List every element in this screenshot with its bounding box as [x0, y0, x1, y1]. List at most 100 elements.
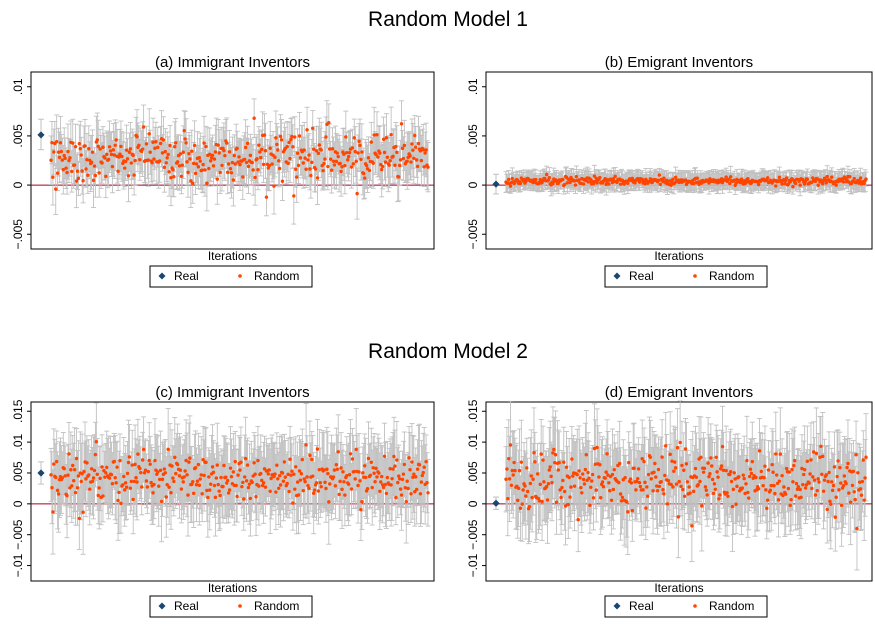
random-point-c-315 — [346, 482, 351, 487]
legend-random-label-c: Random — [254, 599, 299, 613]
random-point-a-147 — [188, 157, 192, 161]
random-point-a-32 — [79, 153, 83, 157]
random-point-b-240 — [720, 180, 725, 185]
random-point-c-62 — [107, 476, 112, 480]
random-point-a-206 — [243, 145, 248, 150]
random-point-c-321 — [352, 469, 357, 474]
random-point-c-219 — [256, 458, 260, 463]
random-point-a-276 — [310, 160, 314, 165]
random-point-a-385 — [413, 133, 417, 138]
random-point-c-140 — [181, 480, 185, 484]
random-point-c-232 — [268, 489, 272, 493]
random-point-a-136 — [177, 164, 182, 168]
random-point-c-205 — [242, 475, 247, 479]
random-point-c-115 — [157, 477, 162, 482]
random-point-c-92 — [136, 452, 140, 456]
random-point-b-169 — [656, 178, 661, 183]
random-point-a-122 — [164, 161, 168, 165]
random-point-a-284 — [317, 143, 322, 147]
random-point-a-320 — [351, 162, 356, 166]
random-point-a-259 — [294, 167, 298, 171]
random-point-c-134 — [175, 462, 180, 467]
random-point-a-355 — [384, 136, 389, 140]
random-point-c-252 — [287, 489, 291, 494]
random-point-a-263 — [297, 134, 302, 138]
random-point-a-350 — [380, 167, 384, 172]
random-point-a-191 — [229, 171, 234, 175]
y-tick-label-b-1: 0 — [466, 181, 480, 188]
random-point-b-397 — [862, 181, 866, 186]
random-point-c-246 — [281, 479, 286, 483]
random-point-b-78 — [574, 174, 579, 179]
random-point-b-160 — [648, 177, 653, 181]
random-point-b-208 — [691, 181, 696, 186]
random-point-b-331 — [802, 182, 807, 186]
random-point-c-279 — [312, 488, 317, 492]
real-point-a — [37, 131, 45, 139]
random-point-a-314 — [345, 158, 350, 162]
random-point-c-123 — [165, 483, 169, 487]
random-point-b-351 — [820, 182, 825, 186]
random-point-a-181 — [220, 163, 224, 168]
random-point-a-89 — [133, 158, 137, 163]
random-point-c-398 — [425, 481, 429, 485]
random-point-c-43 — [89, 467, 94, 471]
random-point-a-198 — [236, 160, 240, 164]
random-point-c-380 — [408, 468, 412, 472]
random-point-b-5 — [508, 184, 513, 188]
random-point-b-310 — [783, 179, 788, 183]
random-point-b-86 — [581, 182, 586, 186]
random-point-c-143 — [184, 458, 188, 463]
random-point-c-83 — [127, 455, 132, 459]
random-point-c-161 — [201, 458, 205, 462]
random-point-b-386 — [852, 176, 856, 181]
random-point-a-370 — [398, 158, 403, 162]
legend-b: Real Random — [604, 265, 768, 288]
random-point-a-45 — [91, 178, 96, 183]
random-point-c-24 — [71, 479, 76, 483]
random-point-a-75 — [120, 154, 124, 159]
random-point-a-73 — [118, 152, 122, 156]
random-point-c-116 — [158, 468, 163, 472]
random-point-c-178 — [217, 489, 221, 493]
random-point-c-290 — [323, 480, 327, 484]
random-point-a-272 — [306, 158, 310, 162]
random-point-a-132 — [174, 141, 178, 145]
random-point-a-129 — [171, 167, 175, 172]
random-point-c-150 — [191, 480, 195, 484]
random-point-a-290 — [323, 157, 327, 161]
random-point-c-141 — [182, 475, 186, 479]
y-tick-label-d-0: −.01 — [466, 553, 480, 577]
random-point-c-300 — [332, 468, 337, 472]
random-point-a-209 — [246, 164, 251, 169]
random-point-a-82 — [126, 174, 131, 178]
random-point-c-325 — [356, 483, 360, 488]
random-point-a-271 — [305, 128, 309, 132]
random-point-c-55 — [101, 494, 105, 498]
random-point-c-281 — [314, 481, 319, 485]
random-point-a-5 — [54, 187, 58, 191]
random-point-a-392 — [419, 158, 424, 163]
random-point-c-338 — [368, 473, 373, 478]
random-point-a-62 — [107, 145, 112, 149]
random-point-c-223 — [260, 478, 264, 483]
random-point-a-101 — [144, 142, 149, 146]
random-point-a-310 — [342, 152, 346, 156]
random-point-b-381 — [848, 175, 852, 179]
random-point-a-142 — [183, 137, 187, 141]
random-point-a-143 — [184, 141, 188, 145]
random-point-b-119 — [611, 177, 616, 181]
real-point-c — [37, 469, 45, 477]
random-point-c-22 — [70, 484, 74, 488]
random-point-b-247 — [727, 177, 731, 182]
random-point-c-213 — [250, 480, 254, 485]
random-point-c-118 — [160, 477, 165, 482]
random-point-a-40 — [87, 147, 91, 151]
random-point-a-242 — [277, 166, 282, 171]
panel-c: (c) Immigrant Inventors −.01 −.005 0 .005 .01… — [11, 384, 435, 618]
random-point-c-160 — [200, 492, 204, 496]
random-point-c-88 — [132, 479, 136, 484]
random-point-a-97 — [140, 147, 145, 151]
random-point-b-261 — [739, 177, 744, 181]
random-point-b-83 — [579, 181, 583, 186]
